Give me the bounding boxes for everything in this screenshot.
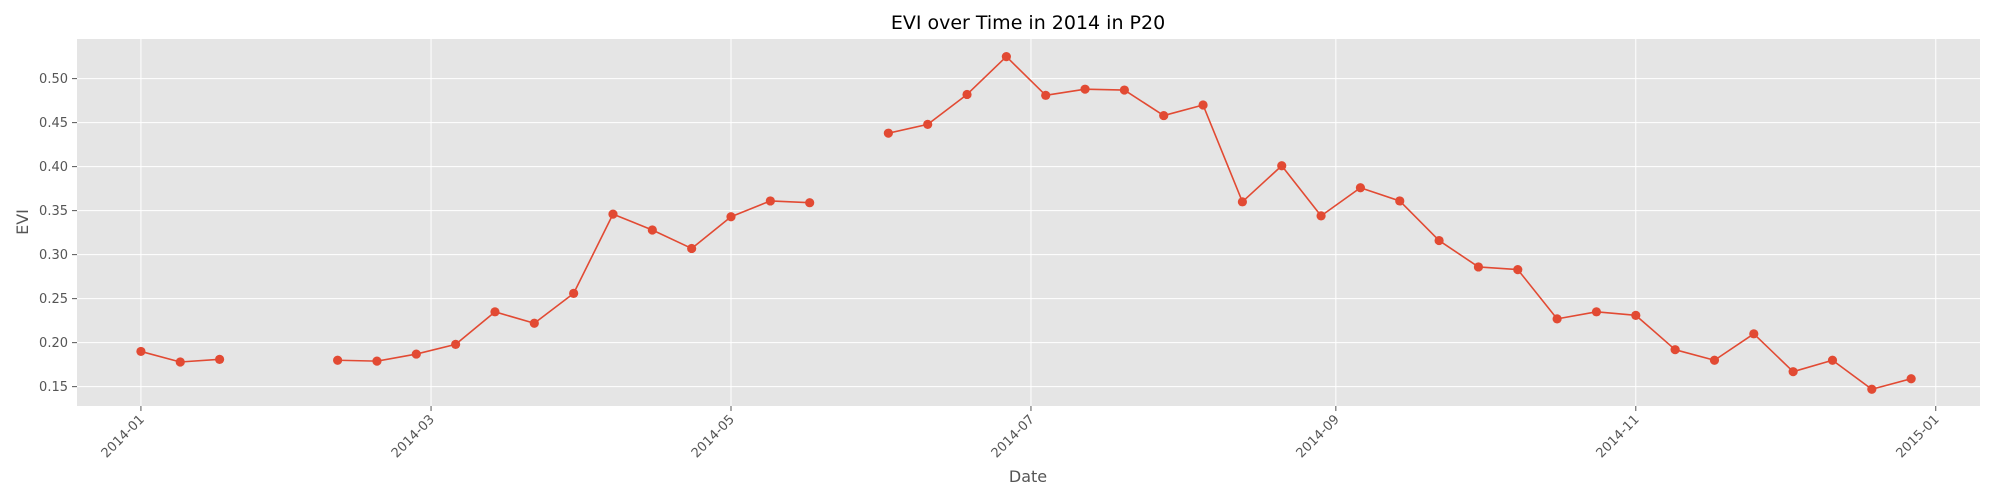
data-point: [333, 355, 343, 365]
data-point: [1670, 345, 1680, 355]
x-tick-label: 2014-07: [989, 412, 1038, 461]
data-point: [765, 196, 775, 206]
data-point: [569, 288, 579, 298]
grid: [77, 39, 1980, 406]
data-point: [1788, 367, 1798, 377]
data-point: [1513, 264, 1523, 275]
y-tick-label: 0.40: [39, 160, 68, 175]
y-tick-label: 0.25: [39, 292, 68, 307]
data-point: [1198, 100, 1208, 110]
data-point: [1906, 374, 1916, 384]
data-point: [529, 318, 539, 328]
x-tick-label: 2014-03: [389, 412, 438, 461]
x-tick-label: 2014-09: [1294, 412, 1343, 461]
data-point: [1749, 329, 1759, 339]
data-point: [1631, 310, 1641, 320]
data-point: [451, 339, 461, 349]
data-point: [175, 357, 185, 367]
data-point: [1709, 355, 1720, 365]
y-tick-label: 0.35: [39, 204, 68, 219]
data-point: [1355, 183, 1366, 193]
data-point: [1591, 307, 1602, 317]
data-point: [490, 307, 500, 317]
data-point: [1277, 161, 1287, 171]
x-tick-label: 2014-01: [99, 412, 148, 461]
y-tick-label: 0.50: [39, 72, 68, 87]
data-point: [883, 128, 893, 138]
data-point: [1159, 110, 1169, 121]
y-axis-label: EVI: [13, 209, 32, 235]
data-point: [372, 356, 382, 366]
data-point: [411, 349, 421, 359]
data-point: [1867, 384, 1877, 394]
x-tick-label: 2014-11: [1594, 412, 1643, 461]
data-point: [1119, 85, 1129, 95]
data-point: [962, 89, 972, 100]
x-axis-label: Date: [1009, 467, 1047, 486]
data-point: [1237, 197, 1247, 207]
data-point: [1552, 314, 1562, 324]
x-tick-label: 2015-01: [1894, 412, 1943, 461]
data-point: [1473, 262, 1484, 272]
chart-title: EVI over Time in 2014 in P20: [891, 12, 1165, 34]
data-point: [136, 346, 146, 357]
series-layer: [136, 52, 1916, 394]
data-point: [1827, 355, 1838, 365]
data-point: [1001, 52, 1011, 62]
data-point: [215, 354, 225, 364]
data-point: [1434, 235, 1444, 246]
y-tick-label: 0.15: [39, 380, 68, 395]
data-point: [805, 198, 815, 208]
y-tick-label: 0.45: [39, 116, 68, 131]
data-point: [726, 212, 736, 222]
y-tick-label: 0.20: [39, 336, 68, 351]
data-point: [923, 119, 933, 129]
data-point: [608, 209, 618, 219]
data-point: [647, 225, 657, 235]
y-tick-label: 0.30: [39, 248, 68, 263]
data-point: [1080, 84, 1090, 94]
plot-area: [77, 39, 1980, 406]
data-point: [1041, 90, 1051, 100]
data-point: [687, 243, 697, 254]
x-tick-label: 2014-05: [689, 412, 738, 461]
data-point: [1316, 211, 1326, 221]
data-point: [1395, 196, 1405, 206]
